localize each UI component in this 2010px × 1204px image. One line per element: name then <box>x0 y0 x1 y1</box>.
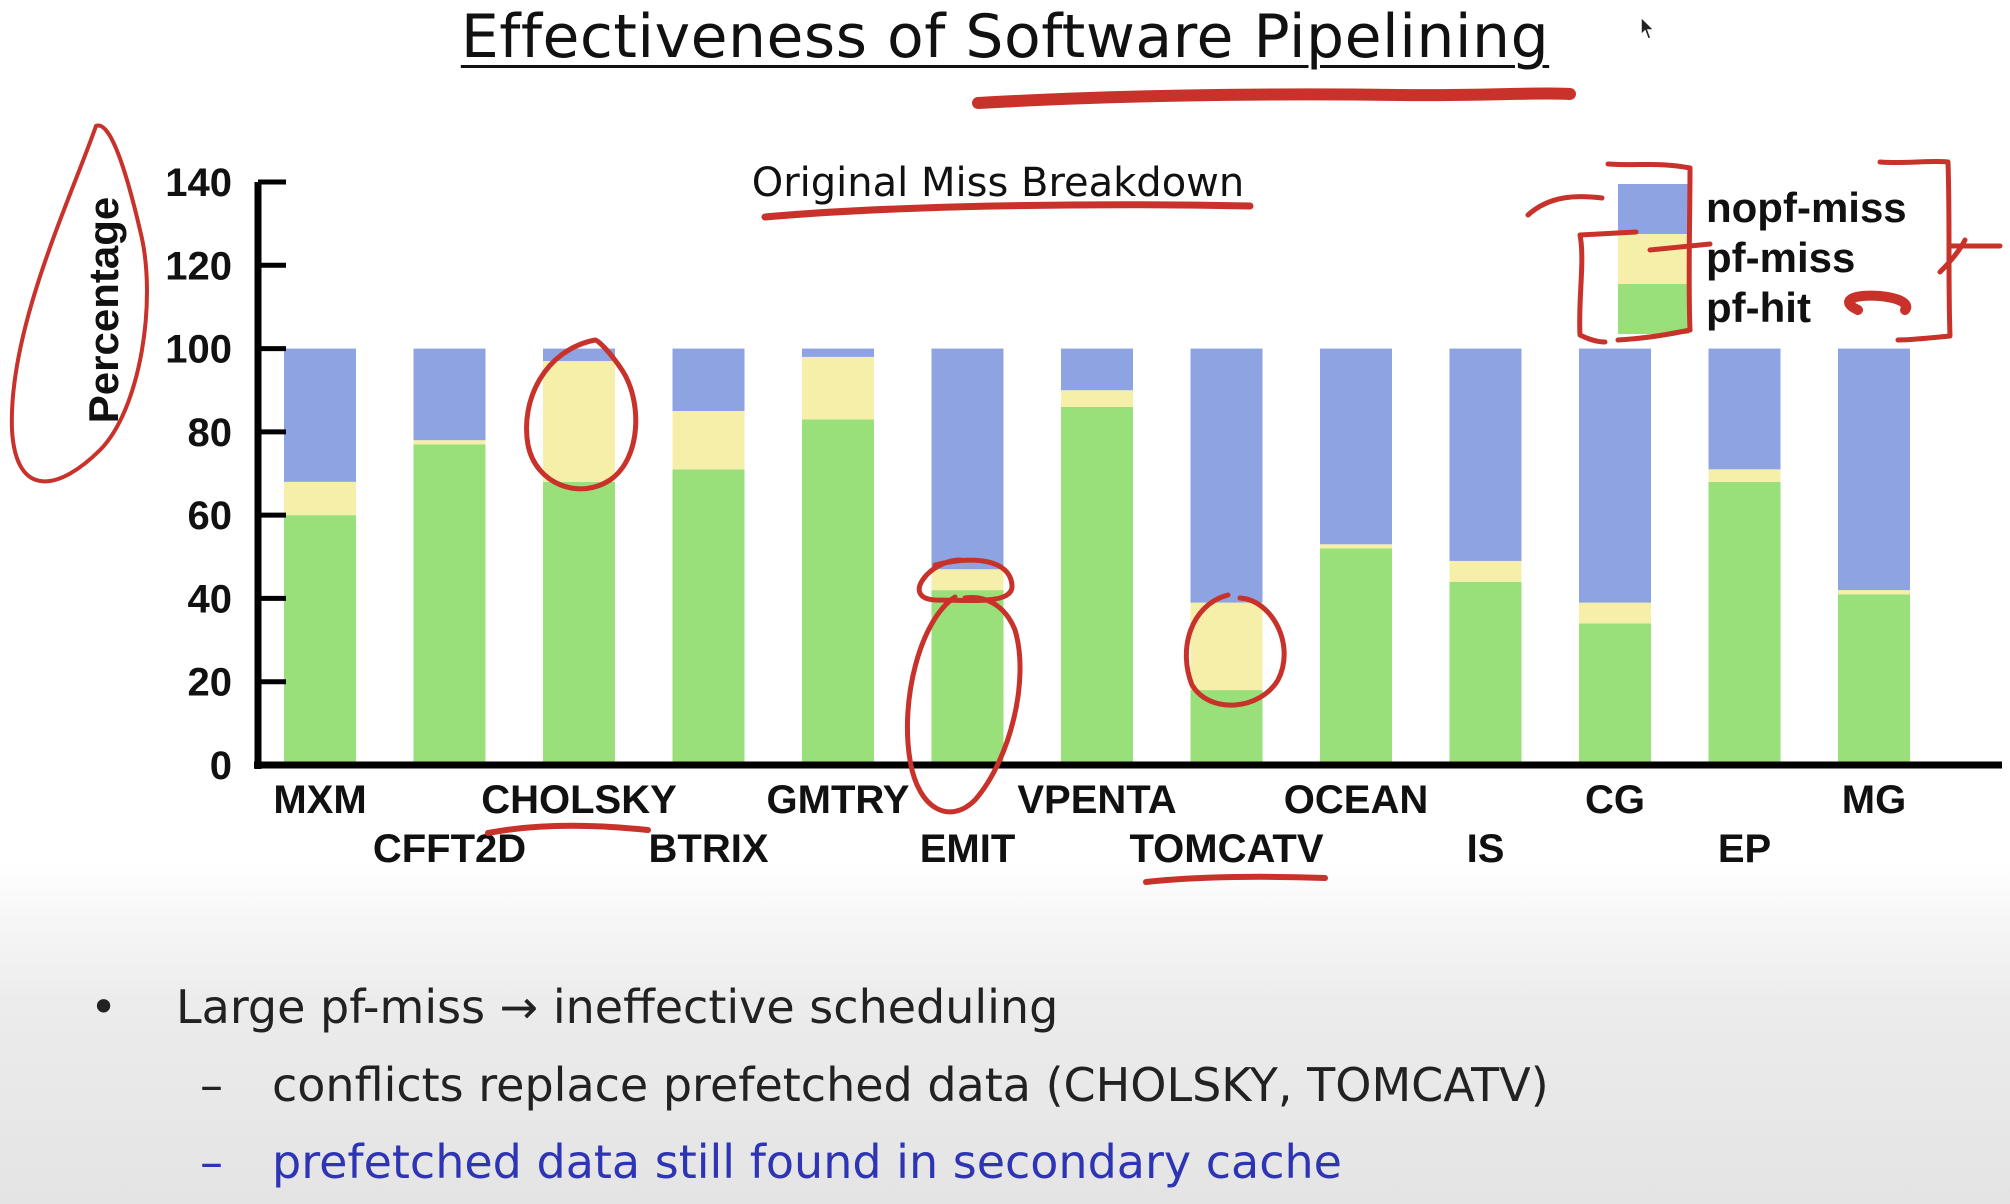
x-category-label: VPENTA <box>1017 778 1176 822</box>
y-tick-label: 0 <box>210 744 232 788</box>
sub-bullet-item-2: – prefetched data still found in secondar… <box>200 1135 1342 1189</box>
handwritten-annotations <box>9 87 2003 885</box>
x-category-label: MG <box>1842 778 1906 822</box>
sub-bullet-marker: – <box>200 1058 223 1112</box>
x-category-label: EMIT <box>920 827 1016 871</box>
bar-segment-pf-hit <box>1061 406 1133 765</box>
x-category-label: EP <box>1718 827 1771 871</box>
bar-segment-pf-miss <box>1708 469 1781 482</box>
pf-hit-arrow-stroke <box>1844 290 1912 315</box>
y-tick-label: 40 <box>188 577 233 621</box>
y-axis-label: Percentage <box>80 197 127 423</box>
bar-segment-pf-hit <box>543 481 615 765</box>
x-category-label: GMTRY <box>767 778 910 822</box>
bullet-text: Large pf-miss → ineffective scheduling <box>176 980 1059 1034</box>
y-tick-label: 80 <box>188 411 233 455</box>
x-category-label: CHOLSKY <box>481 778 677 822</box>
bar-segment-pf-miss <box>1320 544 1392 549</box>
bar-segment-pf-miss <box>284 481 356 516</box>
ylabel-circle-stroke <box>9 123 149 484</box>
bar-segment-pf-miss <box>802 356 874 420</box>
bar-segment-pf-hit <box>1708 481 1781 765</box>
legend-label-pf-hit: pf-hit <box>1706 284 1811 331</box>
bar-segment-nopf-miss <box>1190 348 1263 603</box>
bar-segment-nopf-miss <box>1838 348 1910 591</box>
y-tick-label: 140 <box>165 161 232 205</box>
bar-segment-pf-miss <box>543 361 615 482</box>
bar-segment-pf-miss <box>672 411 745 470</box>
bar-segment-pf-miss <box>1838 590 1910 595</box>
sub-bullet-marker: – <box>200 1135 223 1189</box>
bar-segment-nopf-miss <box>284 348 356 482</box>
chart-title-underline-stroke <box>761 201 1254 221</box>
cholsky-circle-stroke <box>524 337 639 492</box>
x-category-label: TOMCATV <box>1129 827 1323 871</box>
x-category-label: CG <box>1585 778 1645 822</box>
legend-label-nopf-miss: nopf-miss <box>1706 184 1907 231</box>
bar-segment-pf-hit <box>284 515 356 765</box>
x-category-label: CFFT2D <box>373 827 526 871</box>
title-underline-stroke <box>972 87 1576 109</box>
bar-segment-pf-hit <box>931 590 1004 765</box>
legend-bracket-stroke <box>1525 158 2003 345</box>
bar-segment-nopf-miss <box>802 348 874 357</box>
x-category-label: OCEAN <box>1284 778 1428 822</box>
sub-bullet-text: prefetched data still found in secondary… <box>272 1135 1342 1189</box>
y-ticks-layer: 0 20 40 60 80 100 120 140 <box>165 161 286 788</box>
cholsky-label-underline-stroke <box>485 822 651 836</box>
bar-segment-pf-miss <box>1190 602 1263 691</box>
x-category-label: BTRIX <box>649 827 769 871</box>
x-category-label: IS <box>1467 827 1505 871</box>
bar-segment-nopf-miss <box>1579 348 1651 603</box>
y-tick-label: 60 <box>188 494 233 538</box>
slide-title: Effectiveness of Software Pipelining <box>460 2 1550 72</box>
mouse-cursor-icon <box>1640 16 1656 40</box>
tomcatv-circle-stroke <box>1183 592 1287 708</box>
y-tick-label: 20 <box>188 661 233 705</box>
bar-segment-pf-miss <box>1449 560 1522 582</box>
bar-segment-nopf-miss <box>931 348 1004 570</box>
legend-swatch-nopf-miss <box>1618 184 1689 234</box>
bar-segment-pf-miss <box>931 569 1004 591</box>
bullet-marker: • <box>90 980 118 1034</box>
bar-segment-nopf-miss <box>1449 348 1522 561</box>
bar-segment-pf-hit <box>802 419 874 765</box>
bar-segment-pf-miss <box>1061 390 1133 407</box>
bar-segment-pf-hit <box>1838 594 1910 765</box>
legend-swatch-pf-hit <box>1618 284 1689 334</box>
y-tick-label: 120 <box>165 244 232 288</box>
sub-bullet-item-1: – conflicts replace prefetched data (CHOL… <box>200 1058 1549 1112</box>
bar-segment-pf-miss <box>413 440 486 445</box>
sub-bullet-text: conflicts replace prefetched data (CHOLS… <box>272 1058 1549 1112</box>
bar-segment-pf-hit <box>1320 548 1392 765</box>
axes-layer <box>254 182 2002 769</box>
bars-layer <box>284 348 1910 765</box>
x-category-label: MXM <box>273 778 366 822</box>
bar-segment-pf-miss <box>1579 602 1651 624</box>
bar-segment-nopf-miss <box>1061 348 1133 391</box>
tomcatv-label-underline-stroke <box>1143 873 1328 885</box>
bar-segment-pf-hit <box>672 469 745 765</box>
chart-title: Original Miss Breakdown <box>752 160 1244 206</box>
bar-segment-nopf-miss <box>413 348 486 441</box>
bar-segment-nopf-miss <box>1708 348 1781 470</box>
legend-label-pf-miss: pf-miss <box>1706 234 1855 281</box>
y-tick-label: 100 <box>165 328 232 372</box>
bar-segment-nopf-miss <box>1320 348 1392 545</box>
legend-swatch-pf-miss <box>1618 234 1689 284</box>
emit-vertical-circle-stroke <box>905 594 1023 815</box>
bar-segment-nopf-miss <box>672 348 745 412</box>
bar-segment-pf-hit <box>413 444 486 765</box>
bar-segment-pf-hit <box>1579 623 1651 765</box>
bar-segment-pf-hit <box>1449 581 1522 765</box>
